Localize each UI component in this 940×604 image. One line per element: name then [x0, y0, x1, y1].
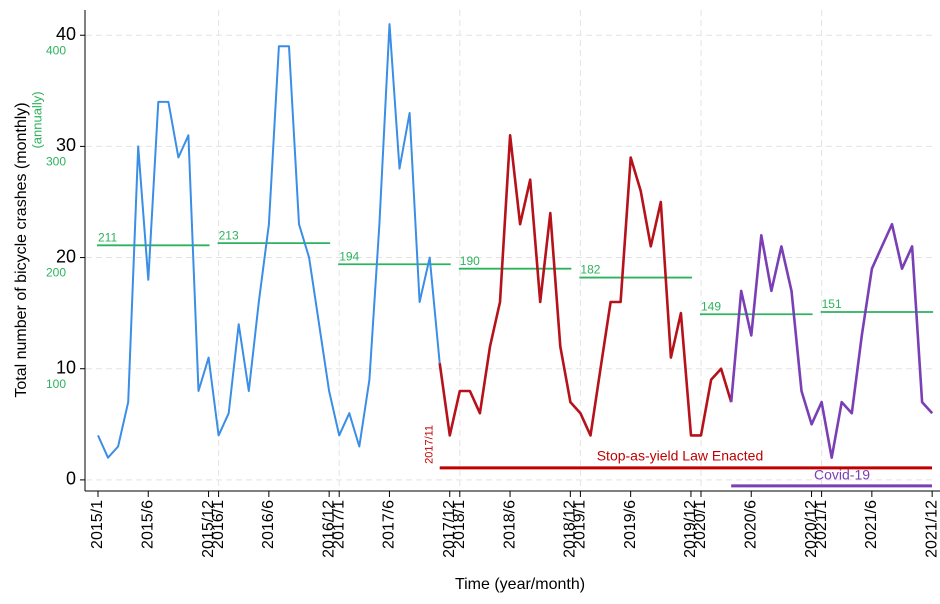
series-line [97, 23, 441, 459]
x-tick-label: 2018/6 [501, 500, 518, 549]
y-tick-label: 40 [56, 24, 76, 44]
y2-tick-label: 300 [46, 155, 66, 169]
annual-label: 194 [339, 249, 359, 263]
law-label: Stop-as-yield Law Enacted [597, 448, 764, 464]
y-tick-label: 20 [56, 246, 76, 266]
x-tick-label: 2017/12 [441, 500, 458, 558]
x-tick-label: 2018/12 [562, 500, 579, 558]
y-tick-label: 0 [66, 469, 76, 489]
x-tick-label: 2017/1 [330, 500, 347, 549]
x-tick-label: 2020/12 [803, 500, 820, 558]
x-tick-label: 2017/6 [381, 500, 398, 549]
annual-label: 149 [701, 299, 721, 313]
y-axis-label: Total number of bicycle crashes (monthly… [13, 102, 30, 397]
x-tick-label: 2016/12 [320, 500, 337, 558]
x-tick-label: 2019/12 [682, 500, 699, 558]
x-tick-label: 2016/6 [260, 500, 277, 549]
series-line [729, 222, 934, 460]
y2-tick-label: 200 [46, 266, 66, 280]
x-tick-label: 2015/6 [139, 500, 156, 549]
x-tick-label: 2021/6 [863, 500, 880, 549]
x-tick-label: 2016/1 [210, 500, 227, 549]
annual-label: 211 [98, 231, 117, 245]
annual-label: 182 [580, 263, 600, 277]
x-tick-label: 2015/1 [89, 500, 106, 549]
y2-tick-label: 100 [46, 377, 66, 391]
x-tick-label: 2021/1 [813, 500, 830, 549]
annual-label: 151 [822, 297, 842, 311]
x-axis-label: Time (year/month) [455, 576, 585, 593]
annual-label: 213 [219, 228, 239, 242]
law-date: 2017/11 [424, 425, 436, 464]
x-tick-label: 2015/12 [200, 500, 217, 558]
y2-tick-label: 400 [46, 43, 66, 57]
x-tick-label: 2018/1 [451, 500, 468, 549]
annual-label: 190 [460, 254, 480, 268]
y-tick-label: 10 [56, 357, 76, 377]
x-tick-label: 2019/1 [572, 500, 589, 549]
x-tick-label: 2020/6 [742, 500, 759, 549]
series-line [438, 134, 733, 437]
x-tick-label: 2020/1 [692, 500, 709, 549]
y2-axis-label: (annually) [29, 91, 44, 148]
x-tick-label: 2021/12 [923, 500, 940, 558]
covid-label: Covid-19 [814, 467, 870, 483]
y-tick-label: 30 [56, 135, 76, 155]
x-tick-label: 2019/6 [622, 500, 639, 549]
